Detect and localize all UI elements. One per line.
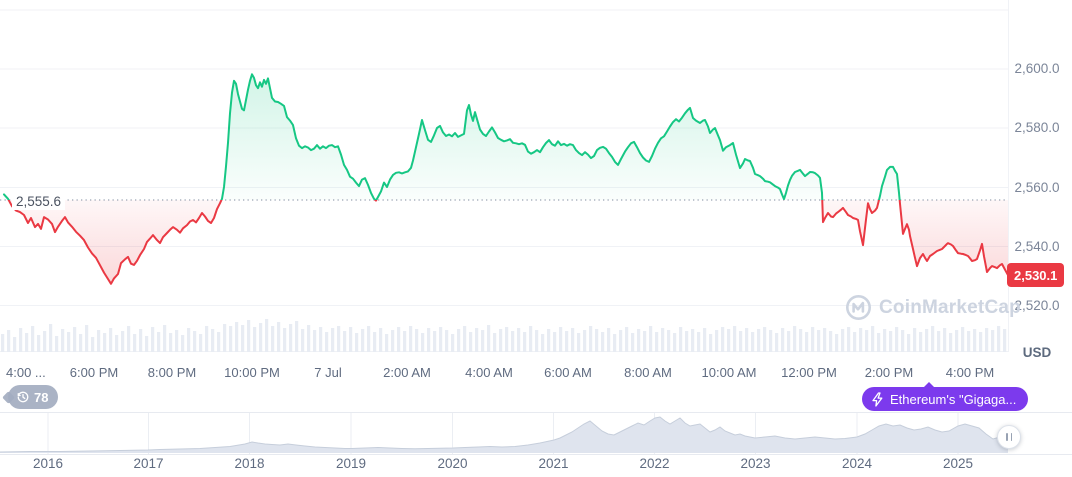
x-axis-tick: 10:00 PM (224, 365, 280, 380)
x-axis-tick: 2:00 PM (864, 365, 914, 380)
y-axis-tick: 2,580.0 (1014, 120, 1060, 135)
x-axis-tick: 7 Jul (314, 365, 342, 380)
baseline-price-label: 2,555.6 (12, 193, 66, 210)
navigator-year-label: 2022 (639, 456, 670, 471)
navigator-year-label: 2016 (32, 456, 64, 471)
navigator-year-label: 2024 (841, 456, 873, 471)
x-axis-tick: 8:00 PM (147, 365, 197, 380)
x-axis-tick: 4:00 PM (945, 365, 995, 380)
navigator-year-label: 2023 (740, 456, 771, 471)
y-axis-tick: 2,600.0 (1014, 61, 1060, 76)
currency-label: USD (1022, 345, 1052, 360)
history-clock-icon (16, 390, 30, 404)
navigator-year-label: 2020 (437, 456, 468, 471)
price-chart-canvas[interactable] (0, 0, 1072, 352)
navigator-year-label: 2019 (335, 456, 367, 471)
navigator-year-label: 2025 (942, 456, 974, 471)
x-axis-tick: 6:00 AM (544, 365, 592, 380)
navigator-year-label: 2017 (133, 456, 164, 471)
x-axis-tick: 6:00 PM (69, 365, 119, 380)
navigator-year-label: 2018 (234, 456, 265, 471)
x-axis-tick: 8:00 AM (624, 365, 672, 380)
event-badge-ethereum-gigagas[interactable]: Ethereum's "Gigaga... (862, 382, 1029, 411)
annotations-count-badge[interactable]: 78 (8, 385, 59, 409)
last-price-badge: 2,530.1 (1007, 263, 1065, 287)
annotations-count: 78 (34, 389, 49, 405)
y-axis-tick: 2,560.0 (1014, 179, 1060, 195)
y-axis-tick: 2,540.0 (1014, 238, 1060, 254)
x-axis-tick: 4:00 ... (6, 365, 46, 380)
range-navigator-canvas[interactable] (0, 413, 1072, 454)
lightning-icon (871, 391, 884, 407)
navigator-year-label: 2021 (538, 456, 569, 471)
navigator-handle[interactable] (997, 425, 1021, 449)
x-axis-tick: 12:00 PM (781, 365, 837, 380)
y-axis-tick: 2,520.0 (1014, 297, 1060, 313)
event-label: Ethereum's "Gigaga... (890, 391, 1017, 407)
x-axis-tick: 4:00 AM (465, 365, 513, 380)
range-navigator[interactable] (0, 412, 1072, 455)
x-axis-tick: 2:00 AM (383, 365, 431, 380)
x-axis-tick: 10:00 AM (701, 365, 757, 380)
